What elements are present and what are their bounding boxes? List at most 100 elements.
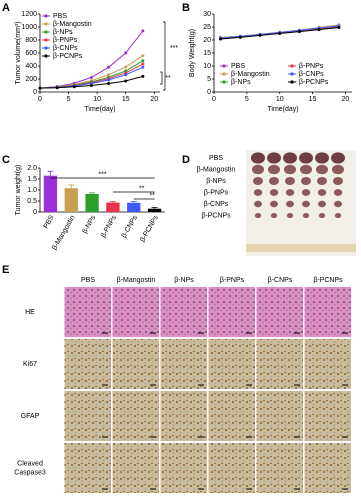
tumor [254, 200, 262, 208]
tumor [267, 152, 281, 164]
y-tick-label: 2.0 [27, 165, 37, 172]
row-label: Cleaved [17, 460, 43, 467]
bar [106, 202, 120, 212]
y-axis-label: Tumor volume(mm³) [15, 21, 22, 84]
micrograph [256, 391, 303, 441]
point [238, 35, 242, 39]
tumor [270, 200, 278, 208]
x-tick-label: 10 [93, 96, 101, 103]
tumor [253, 189, 263, 196]
tumor [284, 164, 296, 175]
error-bar [89, 192, 96, 194]
error-bar [47, 170, 54, 176]
legend-label: β-NPs [231, 79, 251, 86]
point [337, 26, 341, 30]
micrograph [304, 339, 351, 389]
annotation: *** [170, 45, 178, 52]
point [141, 74, 145, 78]
point [124, 51, 128, 55]
micrograph [64, 391, 111, 441]
tumor [283, 152, 297, 164]
point [278, 32, 282, 35]
tumor [286, 212, 294, 219]
y-tick-label: 30 [203, 11, 211, 18]
x-tick-label: β-PNPs [100, 214, 118, 239]
row-label: β-NPs [206, 178, 226, 185]
panel-letter: D [182, 154, 190, 166]
row-label: β-PNPs [204, 189, 229, 196]
y-axis-label: Body Weight(g) [189, 29, 196, 77]
micrograph [208, 391, 255, 441]
micrograph [64, 443, 111, 493]
tumor [331, 152, 345, 164]
legend-marker [44, 22, 48, 26]
error-bar [109, 201, 116, 203]
tumor [251, 152, 265, 164]
x-axis-label: Time(day) [84, 106, 115, 113]
tumor [334, 212, 342, 219]
point [141, 29, 145, 33]
tumor [317, 177, 327, 185]
tumor [299, 152, 313, 164]
row-label: GFAP [21, 413, 40, 420]
panel-letter: A [2, 2, 10, 14]
row-label: Ki67 [23, 361, 37, 368]
x-tick-label: PBS [43, 214, 56, 230]
legend-label: β-PNPs [53, 37, 78, 44]
y-tick-label: 0 [33, 89, 37, 96]
column-label: β-PNPs [220, 277, 245, 284]
micrograph [208, 443, 255, 493]
y-tick-label: 1.0 [27, 187, 37, 194]
tumor [332, 164, 344, 175]
tumor [333, 177, 343, 185]
legend-marker [290, 80, 294, 84]
micrograph [304, 287, 351, 337]
tumor [285, 189, 295, 196]
tumor [253, 177, 263, 185]
point [141, 65, 145, 69]
annotation: *** [98, 171, 106, 178]
annotation: ** [139, 185, 145, 192]
x-tick-label: β-CNPs [121, 214, 140, 239]
x-tick-label: 15 [122, 96, 130, 103]
tumor [315, 152, 329, 164]
legend-label: β-CNPs [53, 45, 78, 52]
x-tick-label: β-PCNPs [139, 214, 160, 243]
point [89, 81, 93, 85]
column-label: β-NPs [174, 277, 194, 284]
micrograph [160, 443, 207, 493]
micrograph [112, 391, 159, 441]
tumor [269, 189, 279, 196]
x-tick-label: 15 [309, 96, 317, 103]
point [219, 37, 223, 41]
micrograph [304, 391, 351, 441]
annotation: ** [165, 75, 171, 82]
y-tick-label: 1000 [21, 24, 37, 31]
bracket [163, 21, 166, 91]
x-tick-label: 0 [212, 96, 216, 103]
column-label: β-Mangostin [117, 277, 156, 284]
ruler [246, 244, 356, 252]
legend-label: β-PCNPs [53, 53, 83, 60]
tumor [302, 212, 310, 219]
y-tick-label: 0 [207, 89, 211, 96]
x-tick-label: 5 [245, 96, 249, 103]
y-tick-label: 800 [25, 37, 37, 44]
y-tick-label: 0 [33, 209, 37, 216]
y-tick-label: 400 [25, 63, 37, 70]
tumor [317, 189, 327, 196]
legend-marker [290, 64, 294, 68]
bar [147, 208, 162, 212]
tumor [268, 164, 280, 175]
x-tick-label: β-Mangostin [51, 214, 76, 251]
x-axis-label: Time(day) [267, 106, 298, 113]
column-label: PBS [81, 277, 95, 284]
point [124, 79, 128, 83]
tumor [254, 212, 262, 219]
legend-label: β-PCNPs [299, 79, 329, 86]
point [107, 78, 111, 82]
x-tick-label: 20 [150, 96, 158, 103]
legend-marker [44, 14, 48, 18]
micrograph [64, 339, 111, 389]
legend-marker [290, 72, 294, 76]
